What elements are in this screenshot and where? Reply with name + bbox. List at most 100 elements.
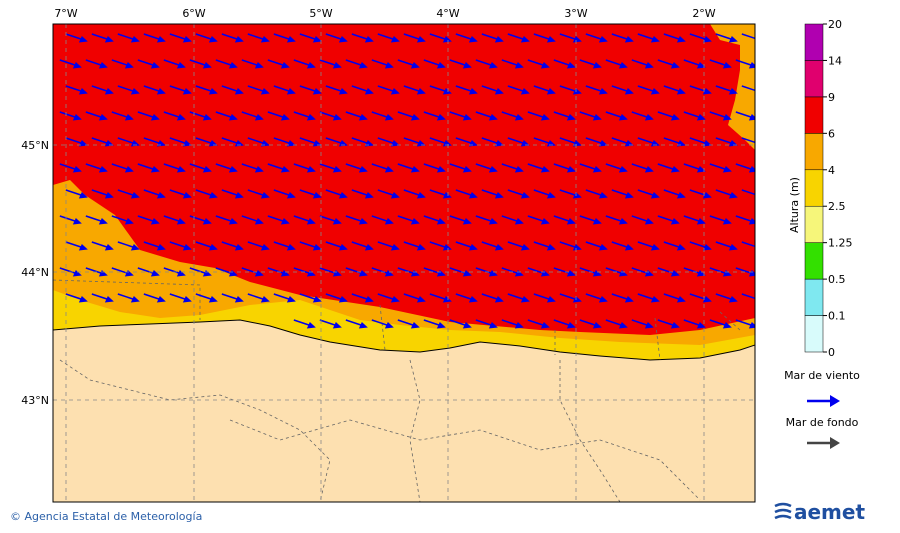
map-frame (52, 23, 756, 503)
wind-arrowhead (572, 244, 582, 251)
arrow-legend-label: Mar de fondo (786, 416, 859, 429)
wind-arrowhead (124, 218, 134, 225)
wind-arrowhead (592, 218, 602, 225)
wind-arrowhead (416, 296, 426, 303)
wind-arrowhead (442, 192, 452, 199)
wind-arrowhead (488, 218, 498, 225)
wind-arrowhead (312, 88, 322, 95)
wind-arrowhead (468, 244, 478, 251)
wind-arrowhead (182, 192, 192, 199)
wind-arrow (741, 241, 755, 248)
wind-arrowhead (410, 62, 420, 69)
wind-arrowhead (280, 114, 290, 121)
wind-arrowhead (670, 270, 680, 277)
wind-arrowhead (468, 192, 478, 199)
wind-arrowhead (462, 218, 472, 225)
wind-arrowhead (364, 36, 374, 43)
wind-arrowhead (306, 62, 316, 69)
wind-arrowhead (260, 244, 270, 251)
wind-arrowhead (676, 192, 686, 199)
wind-arrowhead (358, 270, 368, 277)
wind-arrowhead (98, 114, 108, 121)
wind-arrowhead (624, 36, 634, 43)
wind-arrowhead (728, 36, 738, 43)
wind-arrowhead (650, 244, 660, 251)
wind-arrowhead (722, 322, 732, 329)
wind-arrowhead (462, 62, 472, 69)
wind-arrowhead (598, 192, 608, 199)
wind-arrowhead (592, 166, 602, 173)
wind-arrowhead (644, 62, 654, 69)
wind-arrowhead (540, 218, 550, 225)
wind-arrowhead (670, 218, 680, 225)
wind-arrowhead (436, 322, 446, 329)
wind-arrowhead (462, 166, 472, 173)
wind-arrowhead (416, 192, 426, 199)
wind-arrowhead (670, 62, 680, 69)
wind-arrowhead (260, 296, 270, 303)
wind-arrowhead (72, 114, 82, 121)
wind-arrowhead (384, 270, 394, 277)
wind-arrowhead (598, 244, 608, 251)
wind-arrowhead (754, 250, 755, 251)
wind-arrowhead (202, 62, 212, 69)
lon-labels: 7°W 6°W 5°W 4°W 3°W 2°W (54, 7, 715, 20)
wind-arrowhead (150, 114, 160, 121)
wind-arrowhead (650, 192, 660, 199)
wind-arrowhead (306, 166, 316, 173)
wind-arrowhead (442, 244, 452, 251)
wind-arrowhead (306, 322, 316, 329)
wind-arrowhead (234, 192, 244, 199)
wind-arrowhead (286, 36, 296, 43)
wind-arrowhead (202, 166, 212, 173)
wind-arrowhead (390, 296, 400, 303)
wind-arrowhead (514, 62, 524, 69)
wind-arrowhead (748, 218, 755, 225)
wind-arrowhead (150, 166, 160, 173)
wind-arrowhead (572, 88, 582, 95)
wind-arrowhead (754, 302, 755, 303)
wind-arrowhead (150, 62, 160, 69)
wind-arrowhead (410, 322, 420, 329)
wind-arrowhead (488, 114, 498, 121)
wind-arrowhead (384, 62, 394, 69)
wind-arrowhead (644, 166, 654, 173)
wind-arrowhead (72, 270, 82, 277)
wind-arrowhead (650, 36, 660, 43)
wind-arrowhead (540, 114, 550, 121)
wind-arrowhead (722, 218, 732, 225)
wind-arrowhead (124, 62, 134, 69)
wind-arrowhead (754, 198, 755, 199)
wind-arrowhead (468, 296, 478, 303)
wind-arrowhead (176, 270, 186, 277)
wind-arrowhead (494, 36, 504, 43)
wind-arrowhead (286, 244, 296, 251)
wind-arrow (741, 33, 755, 40)
wind-arrowhead (598, 296, 608, 303)
colorbar-bin (804, 205, 824, 243)
wind-arrowhead (670, 322, 680, 329)
wind-arrowhead (546, 36, 556, 43)
wind-arrowhead (722, 114, 732, 121)
colorbar-label: 0.1 (828, 310, 846, 323)
wind-arrowhead (280, 166, 290, 173)
wind-arrowhead (280, 270, 290, 277)
wind-arrowhead (358, 218, 368, 225)
wind-arrowhead (234, 36, 244, 43)
wind-arrowhead (104, 88, 114, 95)
colorbar: 0 0.1 0.5 1.25 2.5 4 6 9 14 20 (804, 18, 853, 359)
wind-arrowhead (78, 296, 88, 303)
wind-arrowhead (754, 42, 755, 43)
wind-arrowhead (416, 36, 426, 43)
wind-arrowhead (98, 166, 108, 173)
wind-arrowhead (150, 270, 160, 277)
wind-arrowhead (98, 218, 108, 225)
wind-arrowhead (150, 218, 160, 225)
wind-arrowhead (644, 322, 654, 329)
wind-arrowhead (286, 88, 296, 95)
logo-text: aemet (794, 500, 865, 524)
lon-label: 7°W (54, 7, 77, 20)
wind-arrowhead (234, 296, 244, 303)
wind-arrow (741, 85, 755, 92)
wind-arrow (741, 293, 755, 300)
